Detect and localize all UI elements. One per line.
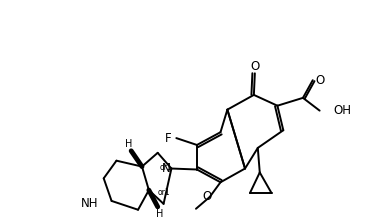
Text: H: H	[125, 139, 132, 149]
Text: O: O	[315, 74, 324, 87]
Text: F: F	[165, 132, 172, 145]
Text: O: O	[202, 191, 211, 204]
Text: or1: or1	[159, 163, 172, 172]
Text: O: O	[250, 60, 260, 73]
Text: NH: NH	[81, 197, 99, 210]
Text: N: N	[162, 162, 171, 175]
Text: H: H	[156, 209, 163, 219]
Text: OH: OH	[333, 104, 352, 117]
Text: or1: or1	[158, 188, 170, 197]
